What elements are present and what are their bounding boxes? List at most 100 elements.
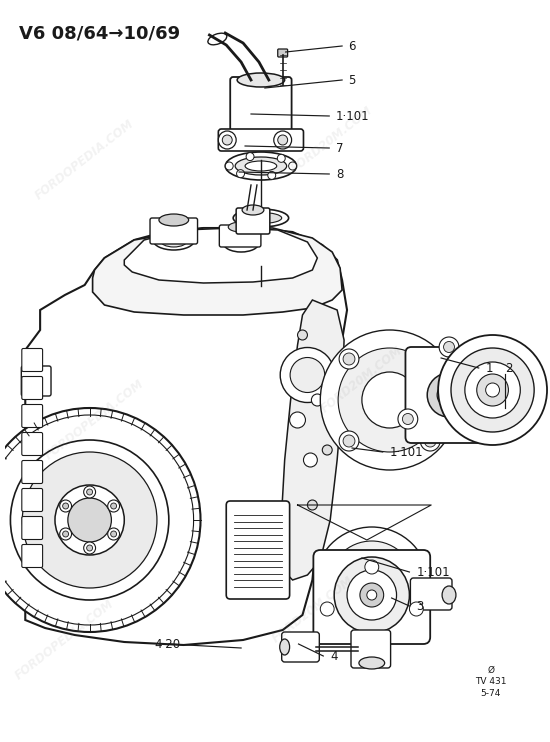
Circle shape [60, 528, 72, 540]
FancyBboxPatch shape [150, 218, 197, 244]
Circle shape [298, 330, 307, 340]
Circle shape [60, 500, 72, 512]
Circle shape [289, 162, 296, 170]
Ellipse shape [223, 234, 259, 252]
Circle shape [427, 373, 471, 417]
Circle shape [218, 131, 236, 149]
Circle shape [0, 408, 201, 632]
Ellipse shape [242, 205, 264, 215]
Circle shape [439, 337, 459, 357]
Circle shape [68, 498, 112, 542]
Circle shape [315, 527, 429, 643]
Circle shape [108, 528, 119, 540]
Circle shape [343, 435, 355, 447]
Text: 6: 6 [348, 39, 355, 53]
Circle shape [424, 353, 436, 365]
Circle shape [0, 415, 194, 625]
FancyBboxPatch shape [218, 129, 304, 151]
Circle shape [437, 383, 461, 407]
Ellipse shape [28, 372, 43, 388]
Ellipse shape [280, 639, 290, 655]
Ellipse shape [226, 152, 296, 180]
Ellipse shape [208, 33, 227, 45]
Circle shape [420, 431, 440, 451]
FancyBboxPatch shape [22, 461, 42, 484]
Circle shape [63, 503, 69, 509]
Circle shape [339, 349, 359, 369]
Ellipse shape [229, 247, 293, 269]
Circle shape [84, 542, 96, 554]
Text: 4: 4 [330, 649, 338, 663]
Text: 7: 7 [336, 142, 344, 154]
Circle shape [226, 162, 233, 170]
Text: FORD20M.COM: FORD20M.COM [269, 574, 356, 646]
Text: Ø
TV 431
5-74: Ø TV 431 5-74 [475, 666, 507, 698]
Circle shape [320, 330, 459, 470]
Circle shape [222, 135, 232, 145]
Circle shape [246, 153, 254, 160]
Circle shape [360, 583, 384, 607]
FancyBboxPatch shape [282, 632, 320, 662]
FancyBboxPatch shape [219, 225, 261, 247]
FancyBboxPatch shape [351, 630, 390, 668]
Circle shape [304, 453, 317, 467]
Circle shape [480, 409, 500, 429]
Circle shape [398, 409, 418, 429]
Ellipse shape [442, 586, 456, 604]
FancyBboxPatch shape [314, 550, 430, 644]
Circle shape [111, 531, 117, 537]
Circle shape [320, 602, 334, 616]
Circle shape [438, 335, 547, 445]
Circle shape [367, 590, 377, 600]
Text: 1·101: 1·101 [336, 110, 370, 122]
Text: 1·101: 1·101 [389, 445, 424, 459]
Text: 1: 1 [486, 361, 493, 375]
Circle shape [87, 545, 92, 551]
FancyBboxPatch shape [22, 545, 42, 568]
Ellipse shape [228, 222, 254, 232]
FancyBboxPatch shape [230, 77, 292, 138]
Circle shape [307, 500, 317, 510]
Text: FORD20M.COM: FORD20M.COM [318, 344, 405, 416]
Circle shape [420, 349, 440, 369]
Circle shape [451, 348, 534, 432]
Circle shape [339, 431, 359, 451]
Circle shape [334, 557, 409, 633]
Circle shape [236, 170, 245, 177]
Ellipse shape [237, 73, 285, 87]
FancyBboxPatch shape [226, 501, 290, 599]
Text: 1·101: 1·101 [416, 565, 450, 579]
Circle shape [253, 225, 269, 241]
Text: FORDOPEDIA.COM: FORDOPEDIA.COM [13, 597, 117, 683]
Circle shape [347, 570, 397, 620]
Circle shape [477, 374, 508, 406]
Ellipse shape [250, 254, 272, 262]
FancyBboxPatch shape [22, 404, 42, 427]
Text: 2: 2 [505, 361, 513, 375]
FancyBboxPatch shape [22, 433, 42, 456]
Circle shape [327, 385, 337, 395]
Circle shape [274, 131, 292, 149]
Circle shape [443, 341, 454, 352]
Ellipse shape [23, 367, 48, 393]
Polygon shape [92, 228, 342, 315]
Circle shape [328, 541, 415, 629]
Text: FORD20M.COM: FORD20M.COM [289, 104, 376, 176]
Circle shape [343, 353, 355, 365]
Circle shape [424, 435, 436, 447]
Circle shape [87, 489, 92, 495]
Circle shape [322, 445, 332, 455]
Ellipse shape [240, 212, 282, 223]
Circle shape [84, 486, 96, 498]
FancyBboxPatch shape [253, 222, 269, 244]
Circle shape [444, 390, 454, 400]
Circle shape [485, 413, 496, 424]
FancyBboxPatch shape [410, 578, 452, 610]
Ellipse shape [159, 214, 189, 226]
Circle shape [55, 485, 124, 555]
FancyBboxPatch shape [22, 488, 42, 511]
Ellipse shape [235, 157, 287, 175]
Circle shape [290, 412, 305, 428]
Text: 4·20: 4·20 [154, 637, 180, 651]
FancyBboxPatch shape [22, 376, 42, 399]
